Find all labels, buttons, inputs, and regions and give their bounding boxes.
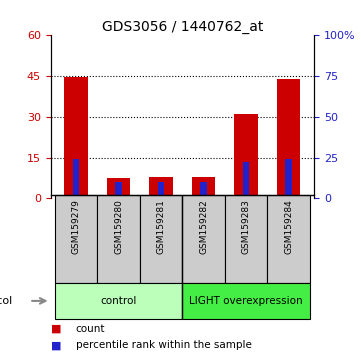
Text: GSM159280: GSM159280 xyxy=(114,199,123,254)
Text: ■: ■ xyxy=(51,324,61,333)
Bar xyxy=(277,79,300,198)
Text: ■: ■ xyxy=(51,340,61,350)
Text: GSM159279: GSM159279 xyxy=(71,199,81,254)
Text: GSM159282: GSM159282 xyxy=(199,199,208,254)
Bar xyxy=(107,178,130,198)
Bar xyxy=(55,283,182,319)
Bar xyxy=(286,159,292,198)
Bar xyxy=(243,162,249,198)
Bar xyxy=(73,159,79,198)
Bar xyxy=(116,182,122,198)
Bar xyxy=(182,195,225,283)
Text: percentile rank within the sample: percentile rank within the sample xyxy=(76,340,252,350)
Bar xyxy=(192,177,215,198)
Text: protocol: protocol xyxy=(0,296,12,306)
Bar xyxy=(234,114,258,198)
Title: GDS3056 / 1440762_at: GDS3056 / 1440762_at xyxy=(101,21,263,34)
Bar xyxy=(200,182,207,198)
Bar xyxy=(225,195,267,283)
Bar xyxy=(140,195,182,283)
Bar xyxy=(267,195,310,283)
Bar xyxy=(55,195,97,283)
Text: LIGHT overexpression: LIGHT overexpression xyxy=(189,296,303,306)
Bar xyxy=(158,182,164,198)
Bar xyxy=(64,78,88,198)
Bar xyxy=(97,195,140,283)
Text: GSM159284: GSM159284 xyxy=(284,199,293,254)
Text: GSM159283: GSM159283 xyxy=(242,199,251,254)
Bar xyxy=(149,177,173,198)
Text: GSM159281: GSM159281 xyxy=(157,199,166,254)
Bar xyxy=(182,283,310,319)
Text: control: control xyxy=(100,296,137,306)
Text: count: count xyxy=(76,324,105,333)
